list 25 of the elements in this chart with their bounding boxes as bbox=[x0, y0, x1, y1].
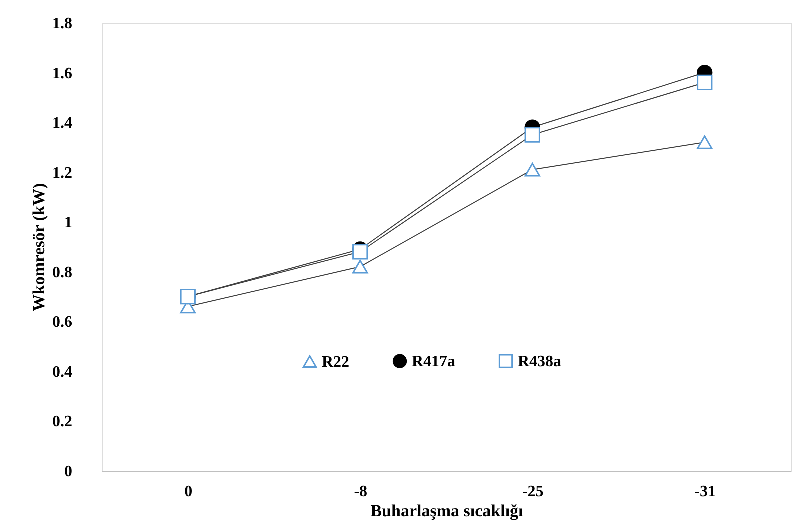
y-tick-label: 0.6 bbox=[52, 314, 72, 332]
y-tick-label: 0 bbox=[64, 464, 72, 480]
y-tick-label: 0.8 bbox=[52, 264, 72, 282]
point bbox=[524, 162, 540, 177]
legend-label: R417a bbox=[412, 353, 456, 370]
y-tick-label: 1 bbox=[64, 214, 72, 232]
y-tick-label: 1.6 bbox=[52, 65, 72, 82]
point bbox=[352, 244, 368, 260]
point bbox=[697, 74, 713, 91]
point bbox=[352, 260, 368, 274]
y-axis-title: Wkomresör (kW) bbox=[30, 183, 48, 312]
legend-label: R438a bbox=[518, 353, 562, 370]
x-tick-label: 0 bbox=[184, 484, 193, 500]
x-axis-title: Buharlaşma sıcaklığı bbox=[370, 502, 524, 520]
x-tick-label: -8 bbox=[354, 484, 368, 500]
y-tick-label: 0.4 bbox=[52, 364, 72, 381]
y-tick-label: 0.2 bbox=[52, 414, 72, 431]
point bbox=[524, 127, 540, 143]
y-tick-label: 1.8 bbox=[52, 16, 72, 32]
y-tick-label: 1.4 bbox=[52, 115, 72, 132]
x-tick-label: -25 bbox=[522, 484, 544, 500]
point bbox=[697, 136, 713, 150]
legend-label: R22 bbox=[322, 354, 350, 371]
x-tick-label: -31 bbox=[694, 484, 716, 500]
y-tick-label: 1.2 bbox=[52, 164, 72, 182]
